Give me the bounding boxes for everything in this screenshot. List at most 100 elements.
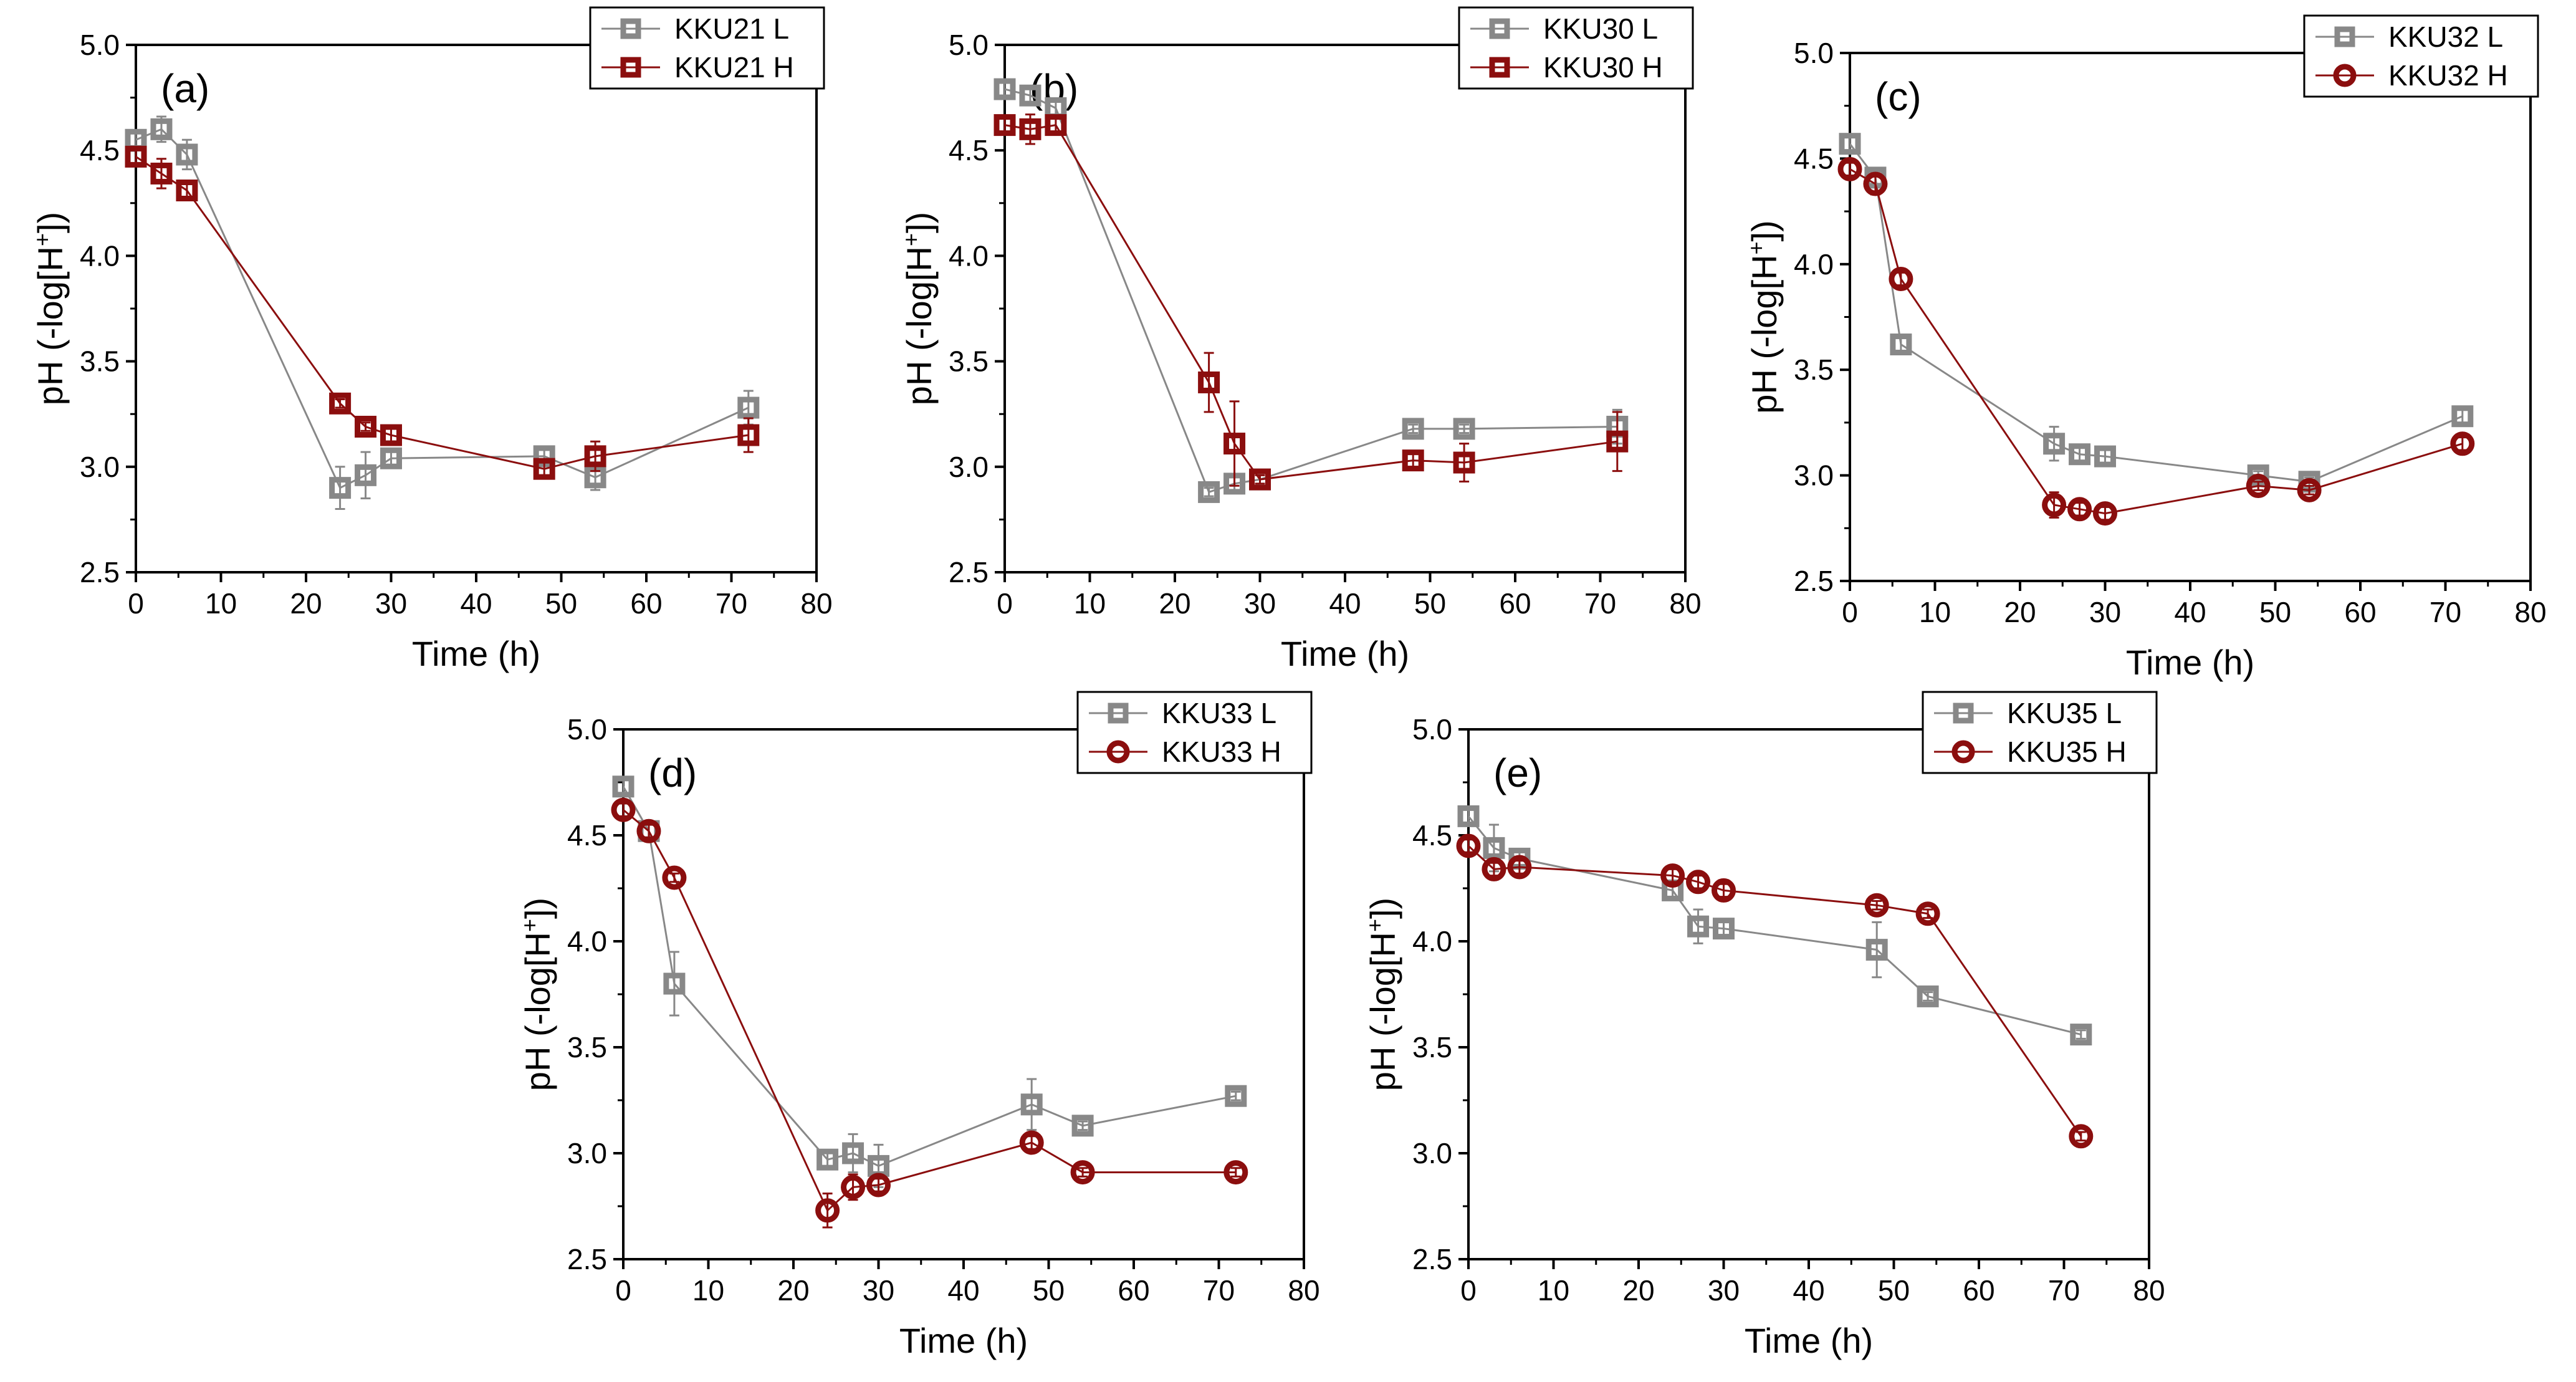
y-tick-label: 3.5 <box>567 1031 607 1063</box>
data-point <box>1507 855 1532 880</box>
x-tick-label: 10 <box>1919 596 1951 628</box>
legend: KKU35 L KKU35 H <box>1922 691 2158 774</box>
data-point <box>1453 451 1475 474</box>
data-point <box>533 458 555 480</box>
x-tick-label: 60 <box>630 587 662 620</box>
data-point <box>1019 1130 1044 1155</box>
x-tick-label: 40 <box>460 587 492 620</box>
x-tick-label: 20 <box>1159 587 1190 620</box>
data-point <box>1865 939 1888 961</box>
x-tick-label: 80 <box>1669 587 1701 620</box>
x-tick-label: 0 <box>1842 596 1858 628</box>
legend-marker <box>1953 703 1974 724</box>
x-tick-label: 80 <box>2514 596 2546 628</box>
series-H <box>994 113 1629 491</box>
data-point <box>1045 114 1067 137</box>
data-point <box>737 424 760 446</box>
x-tick-label: 10 <box>692 1274 724 1307</box>
data-point <box>2450 431 2475 456</box>
x-tick-label: 20 <box>1622 1274 1654 1307</box>
legend-entry: KKU32 H <box>2388 59 2508 92</box>
data-point <box>1198 371 1220 393</box>
data-point <box>355 464 377 486</box>
panel-label: (d) <box>648 751 697 795</box>
plot-frame <box>622 728 1305 1260</box>
y-tick-label: 5.0 <box>949 29 989 61</box>
x-tick-label: 60 <box>2344 596 2376 628</box>
data-point <box>380 424 402 446</box>
x-tick-label: 40 <box>2174 596 2206 628</box>
y-tick-label: 3.5 <box>1794 353 1834 386</box>
legend-entry: KKU35 H <box>2007 736 2127 768</box>
data-point <box>2067 497 2092 522</box>
x-tick-label: 30 <box>375 587 407 620</box>
x-tick-label: 0 <box>997 587 1013 620</box>
data-point <box>816 1148 839 1171</box>
data-point <box>1071 1115 1094 1137</box>
y-tick-label: 2.5 <box>1412 1243 1452 1275</box>
data-point <box>2070 1024 2092 1046</box>
x-axis-title: Time (h) <box>2126 643 2254 682</box>
y-tick-label: 3.0 <box>1412 1137 1452 1169</box>
x-tick-label: 80 <box>1288 1274 1319 1307</box>
data-point <box>1890 334 1912 356</box>
data-point <box>1483 837 1505 859</box>
x-tick-label: 30 <box>2089 596 2121 628</box>
x-tick-label: 0 <box>615 1274 631 1307</box>
legend-entry: KKU30 H <box>1543 51 1663 84</box>
x-axis-title: Time (h) <box>412 634 540 673</box>
y-tick-label: 3.0 <box>567 1137 607 1169</box>
data-point <box>1482 857 1506 881</box>
series-line <box>1467 845 2082 1137</box>
plot-frame <box>135 44 818 573</box>
series-L <box>125 115 760 510</box>
y-tick-label: 4.0 <box>567 925 607 957</box>
data-point <box>866 1173 891 1197</box>
y-axis-title: pH (-log[H+]) <box>29 212 70 405</box>
legend-marker <box>1489 57 1510 78</box>
data-point <box>150 118 173 140</box>
data-point <box>1712 878 1736 903</box>
data-point <box>1223 1160 1248 1185</box>
data-point <box>1225 1085 1247 1107</box>
series-H <box>611 797 1248 1229</box>
data-point <box>1660 863 1685 888</box>
x-tick-label: 70 <box>2430 596 2461 628</box>
x-tick-label: 10 <box>205 587 237 620</box>
data-point <box>1019 84 1041 107</box>
y-tick-label: 4.0 <box>80 239 120 272</box>
legend: KKU30 L KKU30 H <box>1458 6 1694 90</box>
legend-entry: KKU21 L <box>674 12 789 45</box>
y-tick-label: 2.5 <box>949 556 989 588</box>
x-tick-label: 50 <box>1033 1274 1065 1307</box>
plot-frame <box>1003 44 1687 573</box>
data-point <box>1687 915 1710 938</box>
series-L <box>1839 133 2474 493</box>
y-tick-label: 3.5 <box>949 345 989 378</box>
data-point <box>1863 171 1888 196</box>
data-point <box>1915 901 1940 926</box>
y-axis-title: pH (-log[H+]) <box>898 212 939 405</box>
data-point <box>150 162 173 185</box>
data-point <box>815 1198 840 1223</box>
data-point <box>1223 433 1246 455</box>
x-tick-label: 50 <box>1878 1274 1910 1307</box>
data-point <box>1020 1093 1043 1116</box>
x-tick-label: 80 <box>2133 1274 2165 1307</box>
series-line <box>622 786 1237 1168</box>
y-axis-title: pH (-log[H+]) <box>517 898 558 1091</box>
data-point <box>2246 474 2271 499</box>
x-tick-label: 60 <box>1499 587 1531 620</box>
y-tick-label: 5.0 <box>567 713 607 746</box>
data-point <box>2297 477 2322 502</box>
x-tick-label: 60 <box>1963 1274 1994 1307</box>
x-tick-label: 50 <box>2259 596 2291 628</box>
legend-marker <box>2334 26 2355 47</box>
x-tick-label: 10 <box>1074 587 1106 620</box>
data-point <box>1686 870 1711 895</box>
y-tick-label: 4.0 <box>949 239 989 272</box>
y-tick-label: 4.5 <box>1794 142 1834 175</box>
data-point <box>1456 833 1481 858</box>
x-tick-label: 40 <box>1793 1274 1824 1307</box>
legend-marker <box>620 18 641 39</box>
